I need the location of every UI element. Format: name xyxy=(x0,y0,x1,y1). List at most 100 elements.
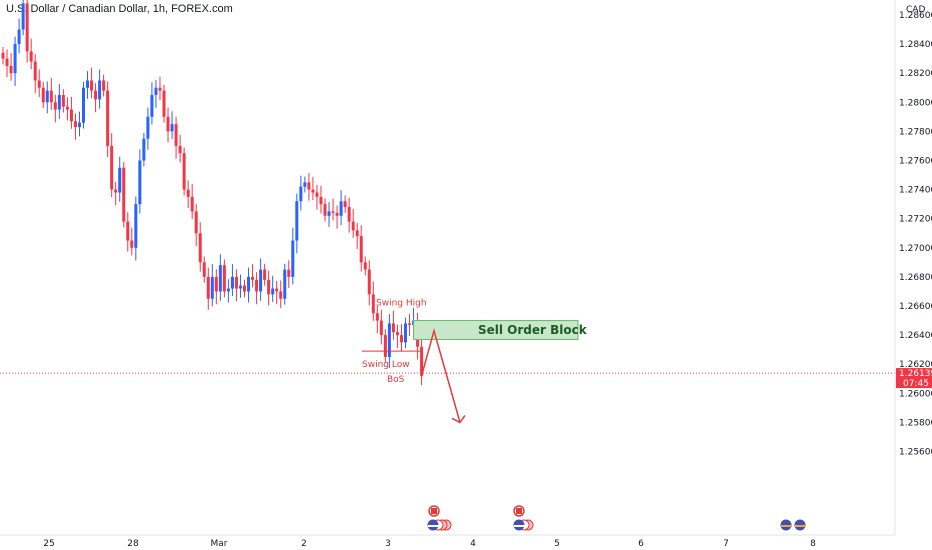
candle-body xyxy=(49,90,53,103)
time-tick-label: 28 xyxy=(127,539,139,549)
projection-arrow xyxy=(420,327,461,423)
candle-body xyxy=(238,285,242,289)
candle-body xyxy=(279,291,283,299)
candle-body xyxy=(347,207,351,222)
candle-body xyxy=(287,269,291,277)
candle-body xyxy=(57,95,61,110)
candle-body xyxy=(9,65,13,74)
bos-label: BoS xyxy=(387,375,405,385)
candle-body xyxy=(271,288,275,295)
candle-body xyxy=(383,335,387,357)
candle-body xyxy=(69,109,73,122)
candle-body xyxy=(351,221,355,231)
candle-body xyxy=(218,265,222,292)
price-tick-label: 1.28600 xyxy=(899,11,932,21)
candle-body xyxy=(154,87,158,96)
candle-body xyxy=(395,332,399,336)
price-tick-label: 1.26600 xyxy=(899,302,932,312)
candle-body xyxy=(122,167,126,222)
price-tick-label: 1.26400 xyxy=(899,331,932,341)
candle-body xyxy=(174,124,178,146)
price-tick-label: 1.28400 xyxy=(899,40,932,50)
candle-body xyxy=(114,189,118,193)
candle-body xyxy=(234,276,238,289)
candle-body xyxy=(283,269,287,299)
price-tick-label: 1.25600 xyxy=(899,448,932,458)
us-flag-icon[interactable] xyxy=(780,519,807,531)
price-tick-label: 1.26000 xyxy=(899,389,932,399)
candle-body xyxy=(299,186,303,202)
price-tick-label: 1.28000 xyxy=(899,98,932,108)
time-tick-label: 8 xyxy=(810,539,816,549)
time-tick-label: 7 xyxy=(723,539,729,549)
candle-body xyxy=(251,276,255,280)
price-tick-label: 1.27600 xyxy=(899,157,932,167)
candle-body xyxy=(118,167,122,193)
price-axis[interactable] xyxy=(895,0,932,535)
candle-body xyxy=(343,201,347,208)
candle-body xyxy=(1,52,5,59)
candle-body xyxy=(355,230,359,237)
candle-body xyxy=(186,189,190,197)
candle-body xyxy=(226,288,230,292)
candle-body xyxy=(166,116,170,132)
candle-body xyxy=(90,80,94,91)
candle-body xyxy=(61,95,65,107)
candle-body xyxy=(210,276,214,299)
candle-body xyxy=(202,262,206,277)
time-tick-label: 6 xyxy=(638,539,644,549)
candle-body xyxy=(363,262,367,270)
candle-body xyxy=(375,313,379,321)
candle-body xyxy=(247,276,251,292)
candle-body xyxy=(41,87,45,103)
price-tick-label: 1.26200 xyxy=(899,360,932,370)
candle-body xyxy=(391,323,395,333)
us-flag-icon[interactable] xyxy=(513,519,534,531)
currency-label: CAD xyxy=(906,5,925,15)
candle-body xyxy=(339,201,343,216)
price-ticks: 1.28600 1.28400 1.28200 1.28000 1.27800 1.276… xyxy=(899,11,932,458)
price-tick-label: 1.27400 xyxy=(899,186,932,196)
candle-body xyxy=(255,279,259,292)
candle-body xyxy=(17,29,21,45)
candle-body xyxy=(230,276,234,289)
candle-body xyxy=(65,106,69,110)
candle-body xyxy=(323,204,327,216)
projection-arrow-head xyxy=(451,414,466,424)
candle-body xyxy=(182,153,186,190)
price-tick-label: 1.26800 xyxy=(899,273,932,283)
us-flag-icon[interactable] xyxy=(427,519,452,531)
candle-body xyxy=(267,279,271,295)
candle-body xyxy=(198,233,202,263)
candle-body xyxy=(146,116,150,139)
candle-body xyxy=(335,212,339,216)
candle-body xyxy=(307,182,311,190)
canada-flag-icon[interactable] xyxy=(428,505,440,517)
candle-body xyxy=(134,204,138,248)
time-tick-label: Mar xyxy=(211,539,228,549)
candle-body xyxy=(94,90,98,100)
candle-body xyxy=(359,236,363,263)
candle-body xyxy=(158,87,162,91)
time-ticks[interactable]: 25 28 Mar 2 3 4 5 6 7 8 xyxy=(43,539,816,549)
current-price-tag: 1.26139 07:45 xyxy=(896,368,932,389)
candle-body xyxy=(315,192,319,197)
candle-body xyxy=(178,145,182,154)
price-tick-label: 1.25800 xyxy=(899,418,932,428)
candle-body xyxy=(21,3,25,30)
time-tick-label: 5 xyxy=(554,539,560,549)
candle-body xyxy=(379,320,383,336)
current-price-value: 1.26139 xyxy=(899,369,932,379)
event-icons[interactable] xyxy=(427,505,807,531)
candle-body xyxy=(130,240,134,248)
order-block-label: Sell Order Block xyxy=(478,323,588,337)
candle-body xyxy=(367,269,371,295)
candle-body xyxy=(222,265,226,292)
candle-body xyxy=(371,294,375,314)
candle-body xyxy=(206,276,210,299)
candle-body xyxy=(387,323,391,357)
candle-body xyxy=(295,201,299,241)
candle-body xyxy=(45,90,49,103)
canada-flag-icon[interactable] xyxy=(513,505,525,517)
